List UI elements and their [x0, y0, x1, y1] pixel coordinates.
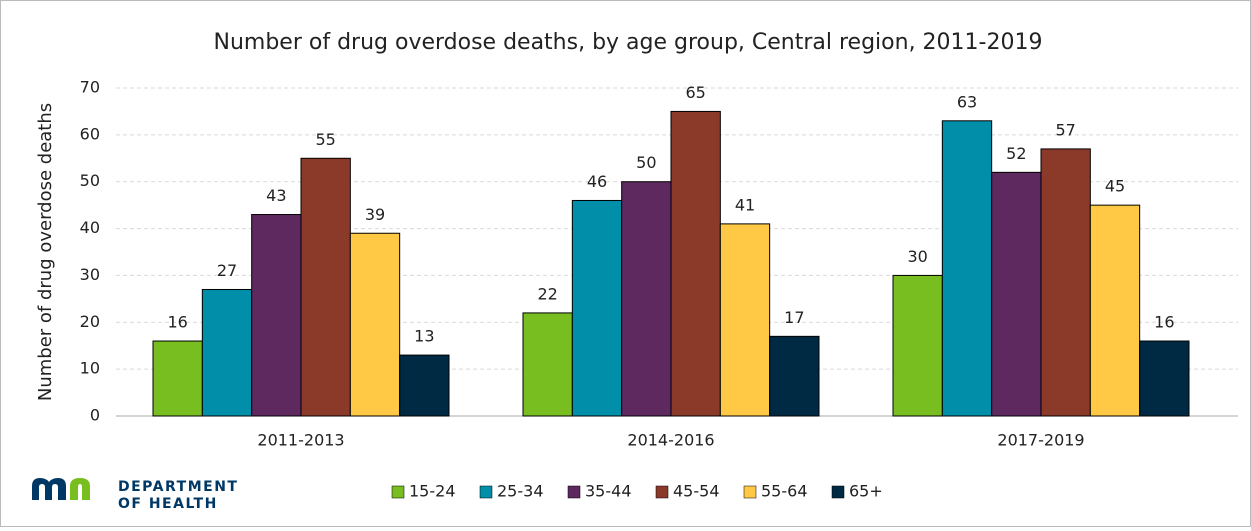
- data-label: 65: [685, 83, 705, 102]
- legend-swatch: [655, 485, 669, 499]
- bar: [201, 288, 253, 417]
- y-tick-label: 40: [80, 218, 100, 237]
- legend-swatch: [479, 485, 493, 499]
- data-label: 39: [365, 205, 385, 224]
- bar: [399, 354, 450, 417]
- bar: [1089, 204, 1141, 417]
- data-label: 22: [537, 284, 557, 303]
- bar: [1139, 340, 1190, 417]
- data-label: 46: [587, 172, 607, 191]
- y-tick-label: 20: [80, 312, 100, 331]
- legend-label: 25-34: [497, 482, 544, 501]
- logo-text: DEPARTMENT: [118, 479, 238, 495]
- y-tick-label: 30: [80, 265, 100, 284]
- legend-label: 65+: [849, 482, 883, 501]
- bar: [1040, 148, 1091, 417]
- bar: [571, 199, 623, 417]
- data-label: 13: [414, 327, 434, 346]
- bar: [670, 110, 721, 417]
- legend-label: 35-44: [585, 482, 632, 501]
- legend-swatch: [391, 485, 405, 499]
- data-label: 45: [1105, 177, 1125, 196]
- y-tick-label: 60: [80, 124, 100, 143]
- legend-label: 45-54: [673, 482, 720, 501]
- data-label: 63: [957, 92, 977, 111]
- data-label: 27: [217, 261, 237, 280]
- data-label: 52: [1006, 144, 1026, 163]
- y-tick-label: 50: [80, 171, 100, 190]
- bar: [621, 181, 672, 417]
- bar: [991, 171, 1042, 417]
- data-label: 57: [1055, 120, 1075, 139]
- data-label: 50: [636, 153, 656, 172]
- bar: [349, 232, 401, 417]
- logo-icon: [32, 478, 90, 500]
- bar: [300, 157, 351, 417]
- data-label: 41: [735, 195, 755, 214]
- logo-text: OF HEALTH: [118, 496, 218, 512]
- bar: [769, 335, 820, 417]
- legend-swatch: [831, 485, 845, 499]
- data-label: 16: [167, 313, 187, 332]
- data-label: 30: [907, 247, 927, 266]
- data-label: 16: [1154, 313, 1174, 332]
- legend-swatch: [567, 485, 581, 499]
- y-tick-label: 0: [90, 406, 100, 425]
- chart-title: Number of drug overdose deaths, by age g…: [214, 30, 1043, 55]
- y-tick-label: 10: [80, 359, 100, 378]
- bar: [251, 214, 302, 417]
- bar: [941, 120, 993, 417]
- bar: [719, 223, 771, 417]
- legend-swatch: [743, 485, 757, 499]
- y-axis-label: Number of drug overdose deaths: [35, 103, 56, 401]
- bar: [522, 312, 573, 417]
- legend-label: 15-24: [409, 482, 456, 501]
- x-tick-label: 2014-2016: [627, 431, 714, 450]
- y-tick-label: 70: [80, 78, 100, 97]
- x-tick-label: 2017-2019: [997, 431, 1084, 450]
- data-label: 17: [784, 308, 804, 327]
- bar: [892, 274, 943, 417]
- x-tick-label: 2011-2013: [257, 431, 344, 450]
- bar: [152, 340, 203, 417]
- legend-label: 55-64: [761, 482, 808, 501]
- data-label: 43: [266, 186, 286, 205]
- data-label: 55: [315, 130, 335, 149]
